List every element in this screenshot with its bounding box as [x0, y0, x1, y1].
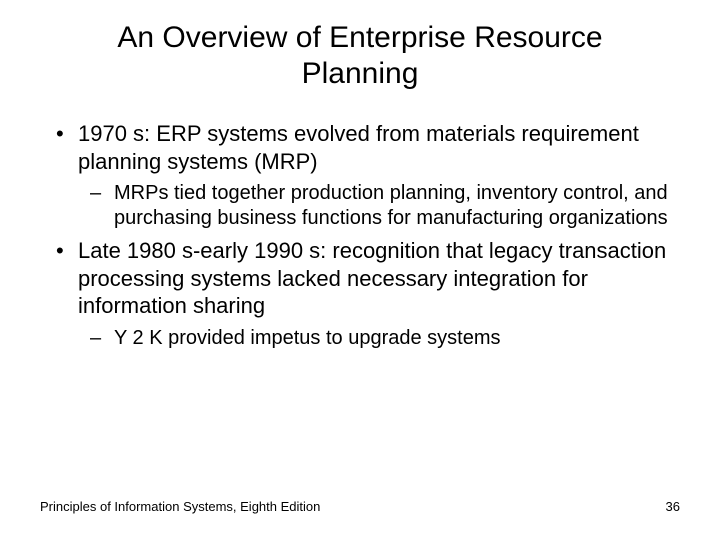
bullet-text: Y 2 K provided impetus to upgrade system… — [114, 326, 680, 351]
footer-source: Principles of Information Systems, Eight… — [40, 499, 320, 514]
bullet-marker: – — [90, 181, 114, 231]
slide-container: An Overview of Enterprise Resource Plann… — [0, 0, 720, 540]
slide-content: • 1970 s: ERP systems evolved from mater… — [40, 120, 680, 351]
bullet-text: MRPs tied together production planning, … — [114, 181, 680, 231]
page-number: 36 — [666, 499, 680, 514]
slide-footer: Principles of Information Systems, Eight… — [40, 499, 680, 514]
bullet-marker: • — [50, 120, 78, 175]
bullet-item: • 1970 s: ERP systems evolved from mater… — [50, 120, 680, 175]
bullet-item: – MRPs tied together production planning… — [90, 181, 680, 231]
bullet-item: – Y 2 K provided impetus to upgrade syst… — [90, 326, 680, 351]
bullet-text: 1970 s: ERP systems evolved from materia… — [78, 120, 680, 175]
bullet-item: • Late 1980 s-early 1990 s: recognition … — [50, 237, 680, 320]
bullet-marker: • — [50, 237, 78, 320]
slide-title: An Overview of Enterprise Resource Plann… — [40, 20, 680, 92]
bullet-marker: – — [90, 326, 114, 351]
bullet-text: Late 1980 s-early 1990 s: recognition th… — [78, 237, 680, 320]
